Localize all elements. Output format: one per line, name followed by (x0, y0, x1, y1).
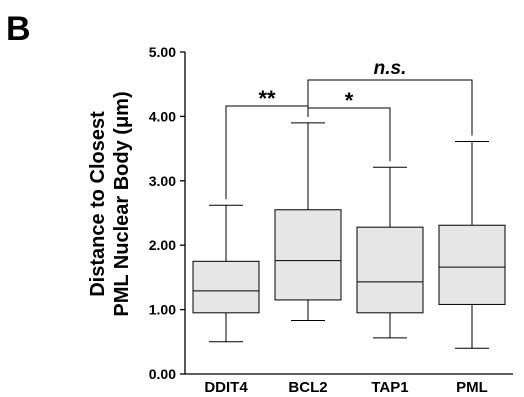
y-tick-label: 4.00 (149, 108, 176, 124)
box-pml (438, 141, 506, 349)
y-tick-label: 3.00 (149, 173, 176, 189)
bracket-line (307, 79, 473, 136)
y-tick-label: 2.00 (149, 237, 176, 253)
bracket-line (307, 107, 391, 162)
axes (184, 52, 513, 375)
box-bcl2 (274, 122, 342, 322)
box-ddit4 (192, 204, 260, 343)
significance-label: ** (258, 86, 276, 111)
x-tick-label-pml: PML (456, 379, 488, 396)
iqr-box (438, 224, 506, 305)
iqr-box (192, 260, 260, 314)
x-tick-label-tap1: TAP1 (371, 379, 408, 396)
box-tap1 (356, 166, 424, 339)
iqr-box (356, 226, 424, 314)
iqr-box (274, 209, 342, 301)
x-tick-labels: DDIT4 BCL2 TAP1 PML (204, 379, 488, 396)
significance-label: * (345, 88, 354, 113)
significance-label: n.s. (374, 58, 407, 79)
y-axis-title-line-2: PML Nuclear Body (μm) (111, 91, 133, 316)
significance-bracket-3: n.s. (307, 58, 473, 136)
panel-label: B (6, 10, 31, 48)
y-tick-label: 0.00 (149, 366, 176, 382)
significance-bracket-1: ** (225, 86, 309, 200)
y-tick-label: 5.00 (149, 44, 176, 60)
significance-brackets: ** *n.s. (225, 58, 473, 200)
y-ticks: 0.00 1.00 2.00 3.00 4.00 5.00 (149, 44, 185, 382)
y-axis-title: Distance to Closest PML Nuclear Body (μm… (87, 91, 133, 316)
x-tick-label-bcl2: BCL2 (288, 379, 327, 396)
bracket-line (225, 105, 309, 200)
boxes (192, 122, 506, 349)
x-tick-label-ddit4: DDIT4 (204, 379, 248, 396)
significance-bracket-2: * (307, 88, 391, 162)
y-tick-label: 1.00 (149, 302, 176, 318)
y-axis-title-line-1: Distance to Closest (87, 111, 109, 297)
